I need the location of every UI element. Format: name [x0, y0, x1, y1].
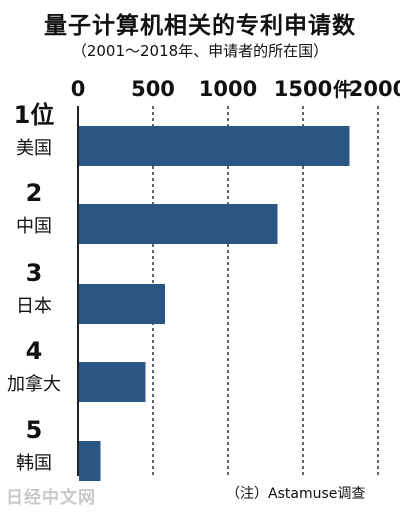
bar [79, 441, 101, 481]
watermark: 日经中文网 [6, 488, 96, 508]
unit-label: 件 [333, 78, 352, 101]
x-tick-label: 2000 [349, 77, 400, 101]
rank-label: 5 [26, 416, 43, 444]
rank-label: 1位 [14, 101, 55, 129]
bar [79, 284, 165, 324]
bar [79, 204, 278, 244]
rank-label: 3 [26, 259, 43, 287]
country-label: 加拿大 [7, 373, 61, 395]
x-tick-label: 0 [71, 77, 86, 101]
rank-label: 2 [26, 179, 43, 207]
chart-title: 量子计算机相关的专利申请数 [44, 13, 356, 39]
bar [79, 362, 146, 402]
x-tick-label: 500 [131, 77, 175, 101]
country-label: 美国 [16, 138, 52, 159]
x-tick-label: 1500 [274, 77, 332, 101]
country-label: 中国 [16, 216, 52, 237]
source-note: （注）Astamuse调查 [226, 486, 366, 502]
rank-label: 4 [26, 337, 43, 365]
country-label: 日本 [16, 296, 52, 317]
bar [79, 126, 350, 166]
x-tick-label: 1000 [199, 77, 257, 101]
chart-subtitle: （2001～2018年、申请者的所在国） [71, 42, 329, 60]
country-label: 韩国 [16, 453, 52, 474]
